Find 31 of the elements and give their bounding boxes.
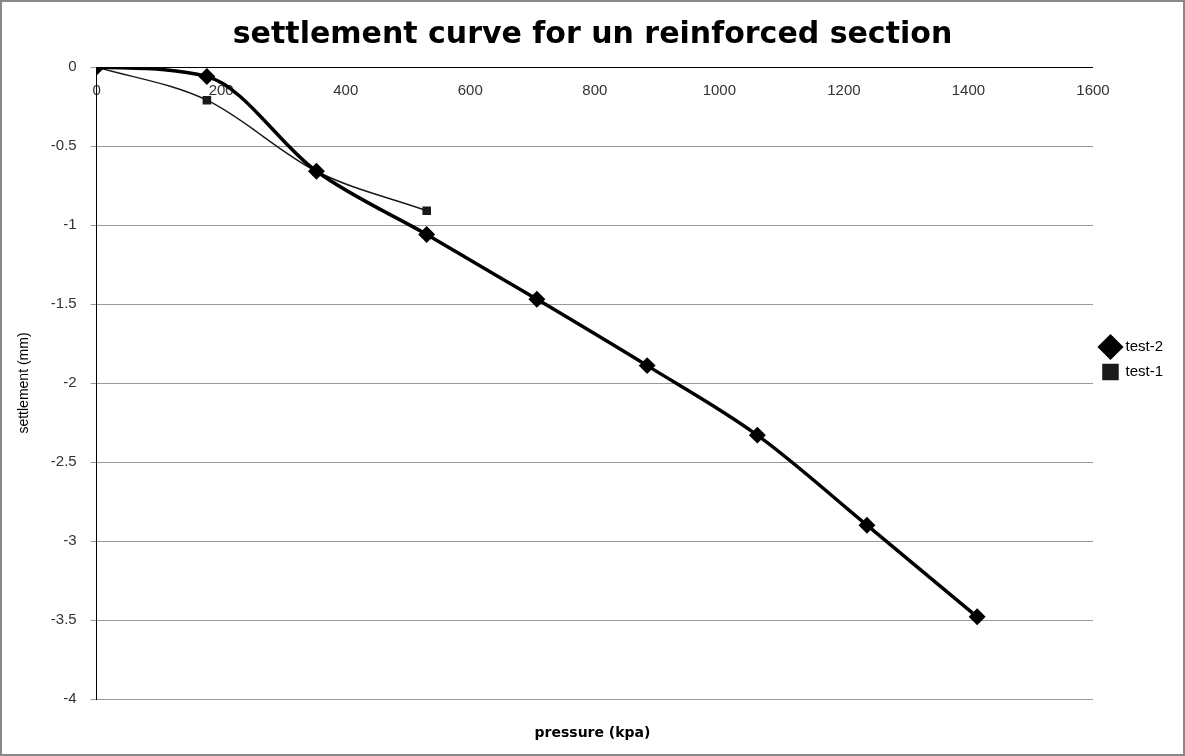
legend-label: test-1	[1125, 362, 1163, 380]
point	[639, 357, 655, 374]
chart-title: settlement curve for un reinforced section	[232, 14, 953, 50]
x-tick-label: 1400	[951, 81, 986, 99]
x-tick-label: 400	[333, 81, 359, 99]
y-axis-title: settlement (mm)	[15, 332, 32, 434]
legend-label: test-2	[1125, 337, 1163, 355]
point	[422, 206, 431, 216]
point	[418, 226, 435, 243]
x-axis-title: pressure (kpa)	[533, 724, 652, 740]
y-tick-label: -2	[63, 373, 77, 391]
y-tick-label: -3	[63, 531, 77, 549]
point	[202, 95, 212, 105]
point	[859, 517, 875, 533]
point	[199, 68, 215, 85]
point	[529, 291, 545, 308]
x-tick-label: 1200	[827, 81, 861, 99]
x-tick-label: 1600	[1076, 81, 1110, 99]
point	[308, 163, 325, 180]
y-tick-label: -1.5	[50, 294, 77, 312]
y-tick-label: -3.5	[50, 610, 77, 628]
x-tick-label: 600	[457, 81, 483, 99]
x-tick-label: 1000	[702, 81, 737, 99]
y-tick-label: 0	[68, 57, 77, 75]
y-tick-label: -4	[63, 689, 77, 707]
y-tick-label: -2.5	[50, 452, 77, 470]
point	[749, 427, 766, 443]
point	[969, 609, 985, 625]
x-tick-label: 800	[582, 81, 608, 99]
y-tick-label: -0.5	[50, 136, 77, 154]
y-tick-label: -1	[63, 215, 77, 233]
